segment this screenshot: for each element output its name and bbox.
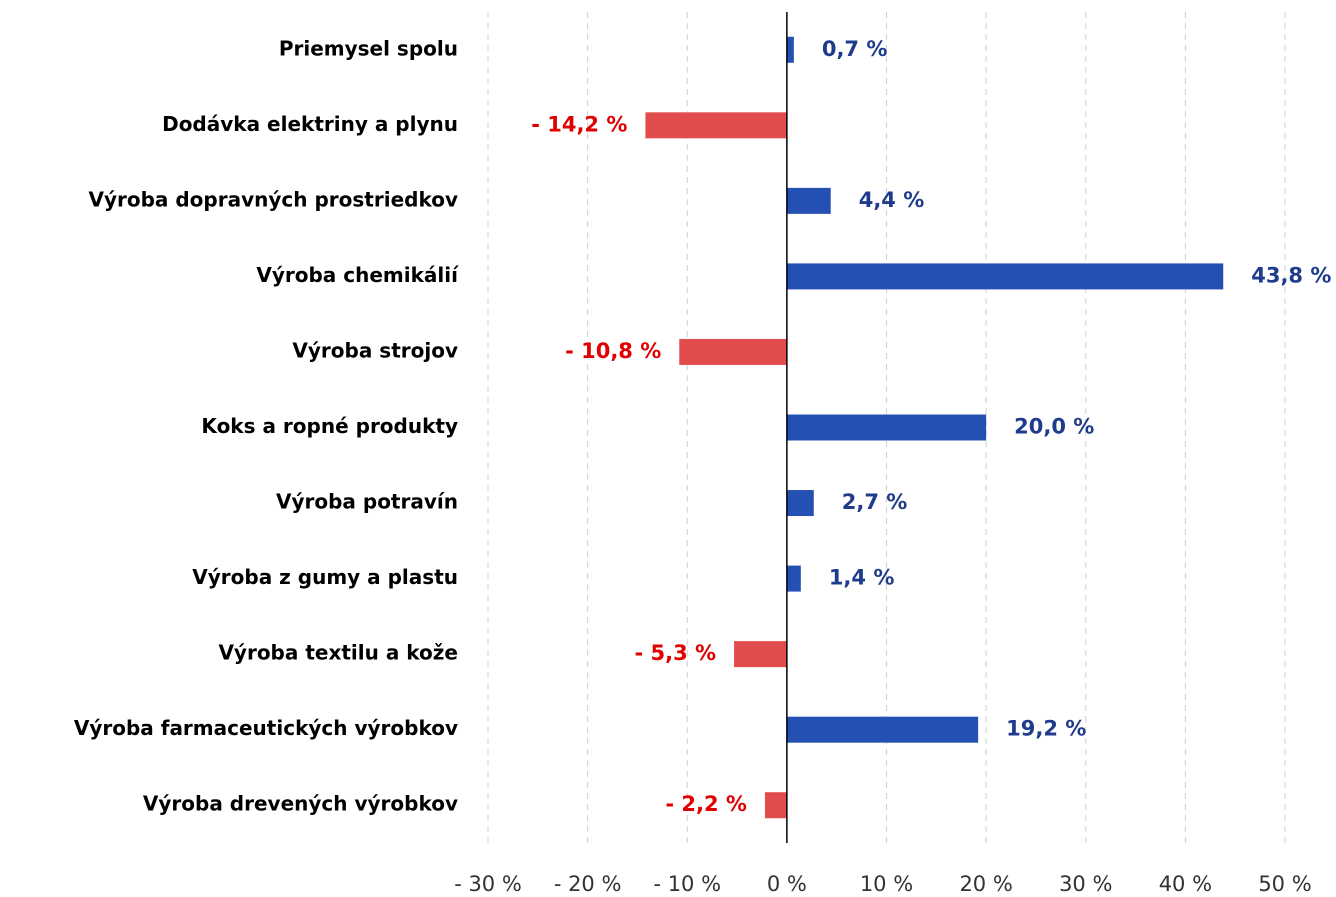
bar — [786, 565, 801, 592]
x-tick-label: 40 % — [1159, 872, 1212, 896]
x-tick-label: - 30 % — [454, 872, 522, 896]
bar — [786, 414, 987, 441]
value-label: - 2,2 % — [665, 792, 747, 816]
value-label: - 10,8 % — [565, 339, 661, 363]
category-label: Dodávka elektriny a plynu — [162, 112, 458, 136]
category-label: Výroba chemikálií — [256, 263, 459, 287]
value-label: 19,2 % — [1006, 717, 1086, 741]
category-label: Výroba z gumy a plastu — [192, 565, 458, 589]
bar — [786, 263, 1224, 290]
value-label: 2,7 % — [842, 490, 908, 514]
category-label: Priemysel spolu — [279, 36, 458, 60]
x-tick-label: 0 % — [767, 872, 807, 896]
category-label: Výroba drevených výrobkov — [143, 792, 458, 816]
x-tick-label: - 20 % — [554, 872, 622, 896]
category-label: Výroba farmaceutických výrobkov — [74, 716, 458, 740]
bar — [786, 187, 831, 214]
x-tick-label: - 10 % — [653, 872, 721, 896]
value-label: 0,7 % — [822, 37, 888, 61]
value-label: 4,4 % — [859, 188, 925, 212]
value-label: 1,4 % — [829, 566, 895, 590]
value-label: 20,0 % — [1014, 415, 1094, 439]
value-label: - 14,2 % — [531, 112, 627, 136]
value-label: 43,8 % — [1251, 263, 1331, 287]
category-label: Výroba strojov — [292, 338, 458, 362]
bar — [786, 36, 794, 63]
category-label: Výroba textilu a kože — [218, 641, 458, 665]
bar — [679, 338, 787, 365]
bar — [734, 641, 787, 668]
bar — [786, 716, 979, 743]
value-label: - 5,3 % — [634, 641, 716, 665]
x-tick-label: 20 % — [959, 872, 1012, 896]
x-tick-label: 30 % — [1059, 872, 1112, 896]
x-tick-label: 50 % — [1258, 872, 1311, 896]
bar — [786, 490, 814, 517]
category-label: Koks a ropné produkty — [201, 414, 458, 438]
category-label: Výroba dopravných prostriedkov — [88, 187, 458, 211]
bar — [645, 112, 787, 139]
category-label: Výroba potravín — [276, 490, 458, 514]
x-tick-label: 10 % — [860, 872, 913, 896]
bar — [764, 792, 787, 819]
